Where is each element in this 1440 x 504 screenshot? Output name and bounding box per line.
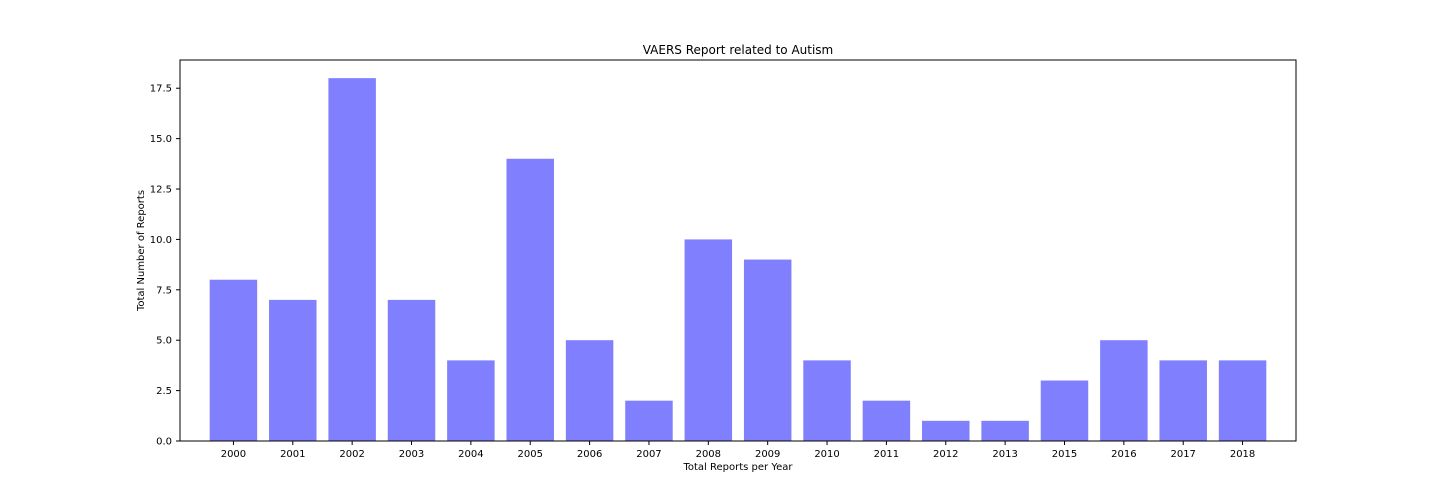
- x-tick-label-2000: 2000: [221, 449, 246, 460]
- bar-2009: [743, 259, 792, 441]
- bar-2000: [209, 279, 258, 441]
- x-tick-label-2006: 2006: [577, 449, 602, 460]
- plot-frame: [179, 59, 1297, 442]
- bar-2016: [1100, 340, 1148, 441]
- bar-2008: [684, 239, 733, 441]
- bar-2006: [565, 340, 614, 441]
- x-tick-label-2011: 2011: [874, 449, 899, 460]
- x-tick-label-2013: 2013: [992, 449, 1017, 460]
- x-tick-label-2002: 2002: [339, 449, 364, 460]
- bar-2013: [981, 420, 1029, 441]
- y-tick-label-2: 5.0: [156, 336, 172, 347]
- y-axis-label: Total Number of Reports: [136, 190, 147, 312]
- y-tick-label-0: 0.0: [156, 437, 172, 448]
- bar-2018: [1218, 360, 1267, 441]
- x-tick-label-2017: 2017: [1170, 449, 1195, 460]
- x-tick-label-2018: 2018: [1230, 449, 1255, 460]
- bar-2005: [506, 158, 554, 441]
- y-tick-label-4: 10.0: [150, 235, 172, 246]
- y-tick-label-5: 12.5: [150, 185, 172, 196]
- bar-2001: [269, 299, 317, 441]
- x-tick-label-2015: 2015: [1052, 449, 1077, 460]
- bar-2017: [1159, 360, 1207, 441]
- x-tick-label-2009: 2009: [755, 449, 780, 460]
- bar-2002: [328, 78, 376, 441]
- bar-2015: [1040, 380, 1089, 441]
- x-tick-label-2008: 2008: [696, 449, 721, 460]
- x-tick-label-2010: 2010: [814, 449, 839, 460]
- x-tick-label-2001: 2001: [280, 449, 305, 460]
- y-axis: 0.0 2.5 5.0 7.5 10.0 12.5 15.0 17.5: [150, 84, 180, 448]
- x-tick-label-2004: 2004: [458, 449, 483, 460]
- y-tick-label-7: 17.5: [150, 84, 172, 95]
- x-tick-label-2005: 2005: [518, 449, 543, 460]
- bars-group: [209, 78, 1267, 441]
- x-tick-label-2007: 2007: [636, 449, 661, 460]
- x-axis: 2000 2001 2002 2003 2004 2005 2006 2007 2008 2009…: [221, 441, 1255, 460]
- x-tick-label-2012: 2012: [933, 449, 958, 460]
- x-axis-label: Total Reports per Year: [682, 462, 793, 473]
- x-tick-label-2003: 2003: [399, 449, 424, 460]
- bar-2007: [625, 400, 673, 441]
- y-tick-label-3: 7.5: [156, 285, 172, 296]
- y-tick-label-6: 15.0: [150, 134, 172, 145]
- bar-2003: [387, 299, 436, 441]
- bar-2004: [447, 360, 495, 441]
- y-tick-label-1: 2.5: [156, 386, 172, 397]
- bar-2012: [922, 420, 970, 441]
- bar-2010: [803, 360, 851, 441]
- x-tick-label-2016: 2016: [1111, 449, 1136, 460]
- chart-title: VAERS Report related to Autism: [643, 43, 834, 57]
- bar-2011: [862, 400, 911, 441]
